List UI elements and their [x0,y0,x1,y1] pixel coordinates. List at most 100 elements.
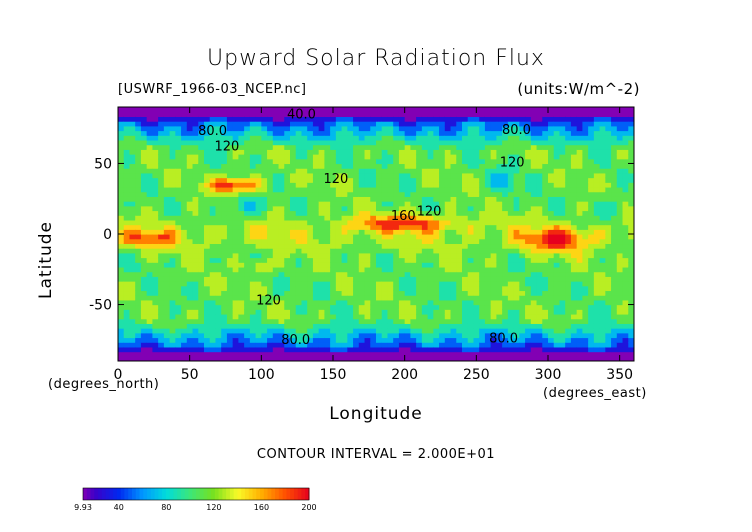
heatmap-cell [513,111,520,118]
heatmap-cell [129,248,136,254]
heatmap-cell [123,121,131,127]
heatmap-cell [387,342,394,348]
heatmap-cell [433,304,440,310]
colorbar-swatch [94,488,99,500]
heatmap-cell [570,281,578,287]
heatmap-cell [290,238,297,245]
heatmap-cell [398,172,406,179]
heatmap-cell [261,149,268,155]
heatmap-cell [232,295,239,301]
heatmap-cell [204,342,211,348]
heatmap-cell [473,309,480,315]
heatmap-cell [484,177,492,183]
heatmap-cell [605,229,612,235]
heatmap-cell [312,238,320,245]
heatmap-cell [175,285,182,292]
heatmap-cell [473,266,480,273]
heatmap-cell [295,332,303,339]
heatmap-cell [204,229,211,235]
heatmap-cell [129,172,136,179]
heatmap-cell [129,285,136,292]
heatmap-cell [261,168,268,174]
heatmap-cell [129,323,136,329]
heatmap-cell [364,172,371,179]
heatmap-cell [582,205,589,212]
heatmap-cell [421,121,429,127]
heatmap-cell [376,337,383,343]
heatmap-cell [267,309,274,315]
heatmap-cell [525,215,532,221]
heatmap-cell [456,182,463,188]
heatmap-cell [267,111,274,118]
heatmap-cell [473,182,480,188]
heatmap-cell [192,337,199,343]
heatmap-cell [290,224,297,230]
heatmap-cell [433,158,440,165]
heatmap-cell [444,111,452,118]
heatmap-cell [232,139,239,146]
heatmap-cell [353,186,360,193]
heatmap-cell [238,290,245,296]
heatmap-cell [496,328,503,334]
heatmap-cell [267,144,274,150]
heatmap-cell [181,323,188,329]
heatmap-cell [307,168,314,174]
heatmap-cell [163,130,171,136]
heatmap-cell [421,356,429,361]
heatmap-cell [353,125,360,132]
heatmap-cell [215,318,222,324]
heatmap-cell [467,318,475,324]
heatmap-cell [158,149,165,155]
heatmap-cell [129,219,136,226]
heatmap-cell [215,219,222,226]
heatmap-cell [628,196,634,202]
heatmap-cell [284,271,291,277]
heatmap-cell [393,149,400,155]
heatmap-cell [175,154,182,160]
heatmap-cell [169,252,176,259]
heatmap-cell [284,257,291,263]
heatmap-cell [152,154,159,160]
heatmap-cell [221,219,228,226]
heatmap-cell [507,144,515,150]
heatmap-cell [576,281,583,287]
heatmap-cell [387,309,394,315]
heatmap-cell [118,356,125,361]
heatmap-cell [576,163,583,169]
heatmap-cell [261,266,268,273]
heatmap-cell [588,158,595,165]
heatmap-cell [456,191,463,197]
heatmap-cell [530,356,538,361]
heatmap-cell [335,201,343,207]
heatmap-cell [192,121,199,127]
heatmap-cell [312,196,320,202]
heatmap-cell [335,290,343,296]
heatmap-cell [381,111,389,118]
heatmap-cell [318,257,325,263]
heatmap-cell [467,238,475,245]
heatmap-cell [129,281,136,287]
heatmap-cell [318,332,325,339]
heatmap-cell [387,285,394,292]
heatmap-cell [628,252,634,259]
heatmap-cell [490,313,497,320]
heatmap-cell [536,328,543,334]
heatmap-cell [462,201,469,207]
heatmap-cell [341,107,348,113]
heatmap-cell [364,271,371,277]
heatmap-cell [255,149,262,155]
heatmap-cell [192,290,199,296]
heatmap-cell [570,351,578,357]
heatmap-cell [370,158,377,165]
heatmap-cell [152,346,159,353]
heatmap-cell [290,266,297,273]
heatmap-cell [204,243,211,249]
heatmap-cell [146,318,153,324]
heatmap-cell [347,304,354,310]
heatmap-cell [588,271,595,277]
heatmap-cell [570,219,578,226]
heatmap-cell [312,252,320,259]
heatmap-cell [244,149,251,155]
heatmap-cell [444,266,452,273]
heatmap-cell [519,210,526,216]
